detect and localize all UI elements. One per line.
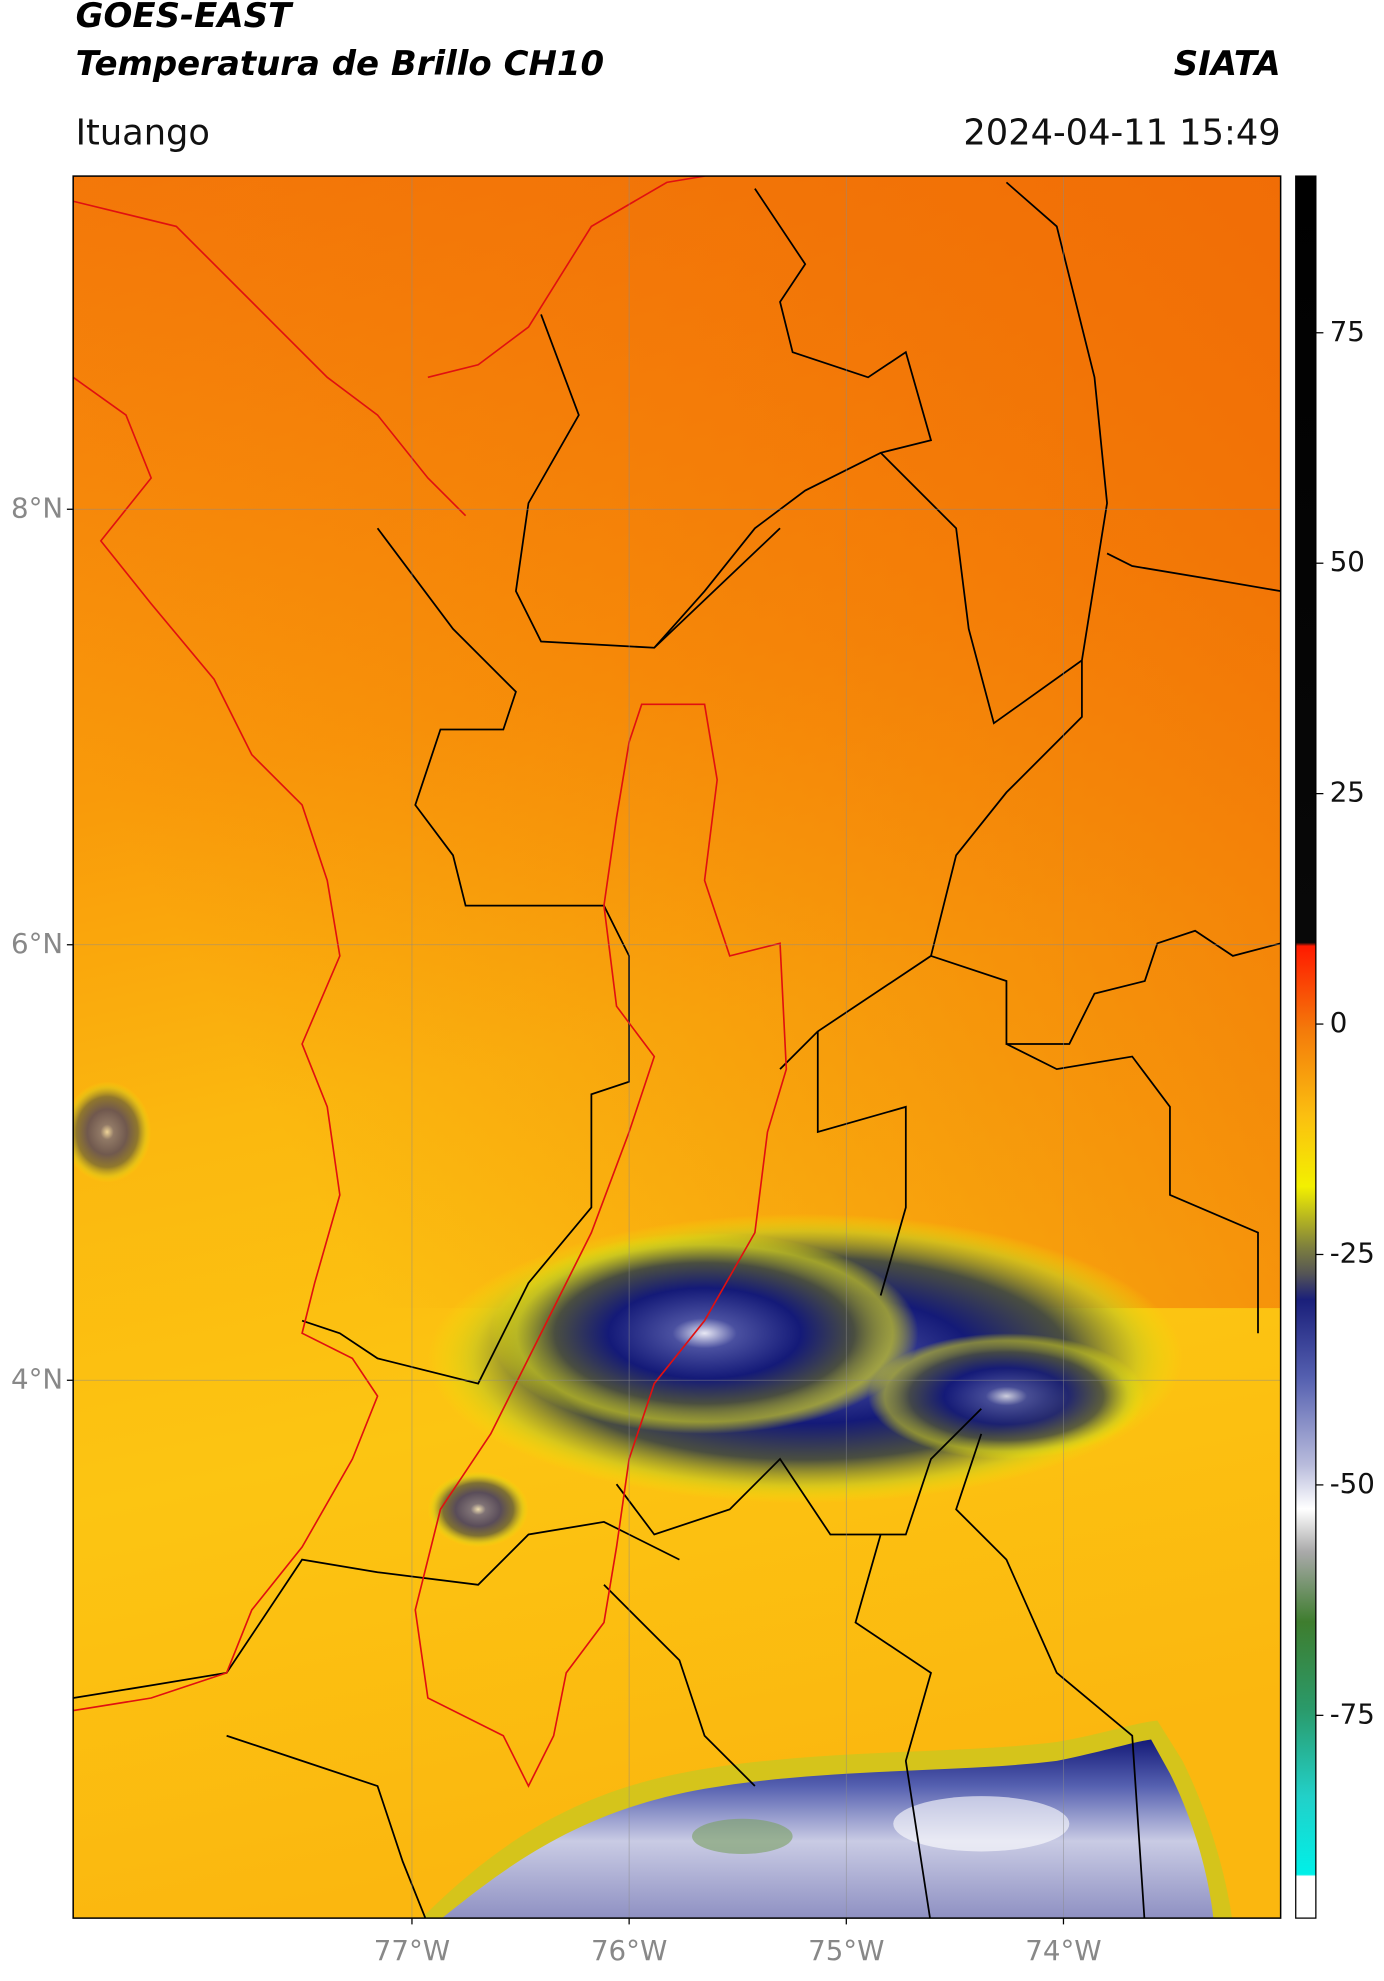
cloud-cluster [427,1471,529,1548]
colorbar-tick-label: -75 [1330,1697,1375,1730]
lon-tick-label: 74°W [1025,1934,1101,1967]
colorbar-tick-label: -50 [1330,1467,1375,1500]
map-frame [72,175,1282,1919]
lon-tick-label: 75°W [808,1934,884,1967]
ticks: 8°N 6°N 4°N 77°W 76°W 75°W 74°W 75 50 25 0 -25 -50 -7… [11,315,1375,1967]
cloud-top [893,1796,1070,1852]
colorbar-tick-label: 75 [1330,315,1365,348]
colorbar-tick-label: -25 [1330,1236,1375,1269]
lat-tick-label: 6°N [11,927,63,960]
cloud-band [442,1739,1214,1919]
cloud-cluster [490,1232,919,1434]
lat-tick-label: 4°N [11,1362,63,1395]
grid [73,176,1281,1919]
map-shading [73,176,1281,1309]
colorbar-tick-label: 50 [1330,545,1365,578]
cloud-top [692,1818,793,1854]
colorbar-tick-label: 0 [1330,1006,1348,1039]
cloud-cluster [73,1081,152,1183]
cloud-cluster [868,1333,1145,1460]
lat-tick-label: 8°N [11,491,63,524]
agency: SIATA [1174,44,1281,84]
colorbar-tick-label: 25 [1330,776,1365,809]
colorbar [1295,175,1317,1919]
timestamp: 2024-04-11 15:49 [963,113,1280,154]
location: Ituango [76,113,210,154]
lon-tick-label: 76°W [591,1934,667,1967]
satellite: GOES-EAST [76,0,294,36]
lon-tick-label: 77°W [374,1934,450,1967]
product: Temperatura de Brillo CH10 [76,44,604,84]
map-image [73,176,1281,1919]
